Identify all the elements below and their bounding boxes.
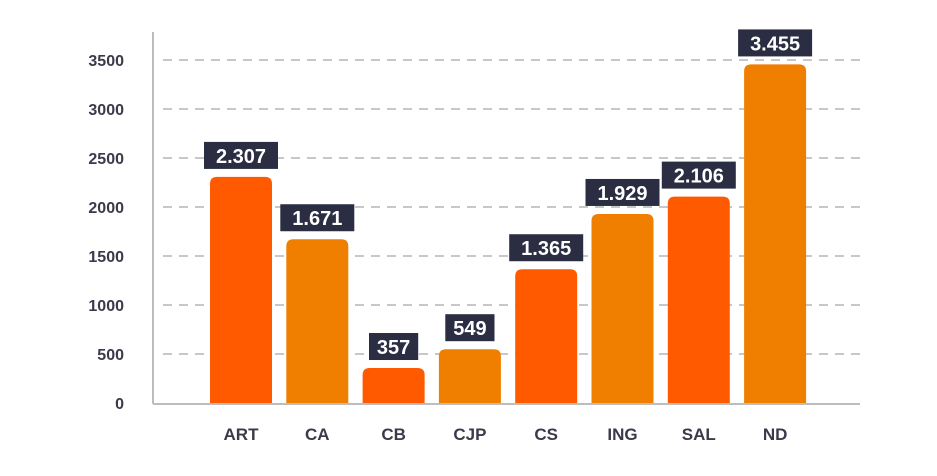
x-tick-label-nd: ND bbox=[763, 425, 788, 444]
data-label-nd: 3.455 bbox=[750, 33, 800, 55]
data-label-art: 2.307 bbox=[216, 146, 266, 168]
y-tick-label: 1500 bbox=[88, 249, 124, 266]
x-tick-label-ing: ING bbox=[607, 425, 637, 444]
gridlines bbox=[163, 59, 860, 355]
x-tick-label-cs: CS bbox=[534, 425, 558, 444]
bar-sal bbox=[667, 196, 730, 403]
bar-cjp bbox=[438, 349, 501, 403]
data-label-cjp: 549 bbox=[453, 318, 486, 340]
x-tick-label-ca: CA bbox=[305, 425, 330, 444]
bars bbox=[210, 64, 807, 403]
data-label-cb: 357 bbox=[377, 337, 410, 359]
data-labels: 2.307 1.671 357 549 1.365 1.929 2.106 3.455 bbox=[204, 29, 813, 361]
y-tick-label: 0 bbox=[115, 396, 124, 413]
x-tick-label-art: ART bbox=[224, 425, 260, 444]
bar-cb bbox=[362, 368, 425, 403]
bar-ca bbox=[286, 239, 349, 403]
x-tick-label-cb: CB bbox=[381, 425, 406, 444]
bar-ing bbox=[591, 213, 654, 403]
data-label-ca: 1.671 bbox=[292, 208, 342, 230]
y-axis-ticks: 0 500 1000 1500 2000 2500 3000 3500 bbox=[88, 53, 124, 413]
x-tick-label-cjp: CJP bbox=[453, 425, 486, 444]
y-tick-label: 1000 bbox=[88, 298, 124, 315]
data-label-bg bbox=[445, 314, 495, 342]
data-label-bg bbox=[369, 333, 419, 361]
data-label-sal: 2.106 bbox=[674, 166, 724, 188]
bar-cs bbox=[515, 269, 578, 403]
axes bbox=[152, 32, 860, 405]
data-label-bg bbox=[585, 178, 660, 206]
data-label-cs: 1.365 bbox=[521, 238, 571, 260]
y-tick-label: 2500 bbox=[88, 151, 124, 168]
y-tick-label: 2000 bbox=[88, 200, 124, 217]
y-tick-label: 500 bbox=[97, 347, 124, 364]
bar-art bbox=[210, 176, 272, 403]
data-label-bg bbox=[509, 234, 584, 262]
bar-nd bbox=[744, 64, 807, 403]
y-tick-label: 3000 bbox=[88, 102, 124, 119]
data-label-bg bbox=[661, 161, 736, 189]
data-label-bg bbox=[280, 204, 355, 232]
data-label-ing: 1.929 bbox=[597, 183, 647, 205]
y-tick-label: 3500 bbox=[88, 53, 124, 70]
x-tick-label-sal: SAL bbox=[682, 425, 716, 444]
x-axis-ticks: ART CA CB CJP CS ING SAL ND bbox=[224, 425, 788, 444]
data-label-bg bbox=[204, 141, 278, 169]
data-label-bg bbox=[738, 29, 813, 57]
